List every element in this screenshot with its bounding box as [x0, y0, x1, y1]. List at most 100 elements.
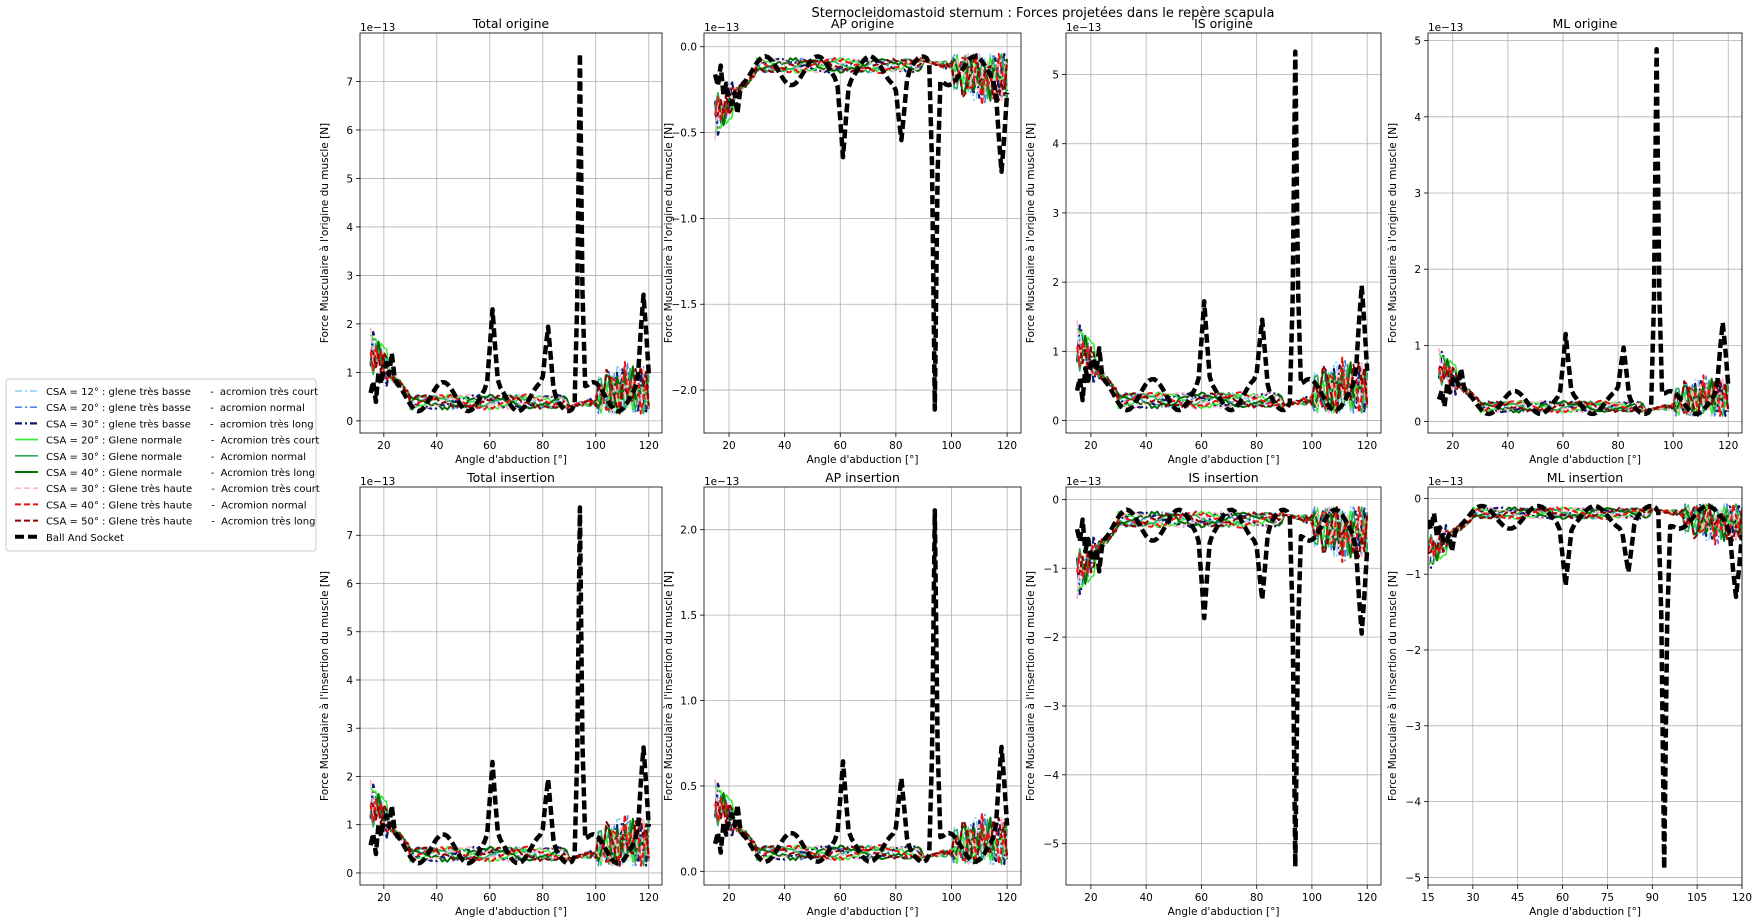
y-tick-label: 1.0 — [680, 696, 697, 708]
y-tick-label: 0 — [1414, 493, 1421, 505]
subplot-8: 15 30 45 60 75 90 105 120 0 −1 −2 −3 −4 −5 ML insertio… — [1387, 470, 1752, 918]
x-tick-label: 40 — [778, 440, 791, 452]
series-line-10 — [712, 508, 1010, 865]
y-tick-label: 7 — [346, 530, 353, 542]
y-tick-label: −4 — [1406, 797, 1422, 809]
legend-label: CSA = 20° : Glene normale - Acromion trè… — [46, 435, 319, 447]
x-tick-label: 80 — [889, 892, 902, 904]
y-scale-label: 1e−13 — [704, 476, 739, 488]
legend-entry: CSA = 12° : glene très basse - acromion … — [15, 386, 318, 398]
y-tick-label: 1 — [346, 367, 353, 379]
y-tick-label: 5 — [1052, 70, 1059, 82]
series-line-1 — [1076, 335, 1368, 414]
y-scale-label: 1e−13 — [1066, 476, 1101, 488]
series-line-7 — [1438, 348, 1729, 417]
x-tick-label: 75 — [1601, 892, 1614, 904]
x-tick-label: 60 — [1195, 892, 1208, 904]
x-tick-label: 120 — [639, 440, 659, 452]
x-tick-label: 100 — [586, 440, 606, 452]
y-tick-label: −2 — [1406, 645, 1421, 657]
legend-entry: CSA = 30° : Glene très haute - Acromion … — [15, 483, 320, 495]
legend-entry: CSA = 40° : Glene très haute - Acromion … — [15, 499, 307, 511]
y-tick-label: −1 — [1406, 569, 1421, 581]
x-tick-label: 20 — [722, 892, 735, 904]
series-line-10 — [1428, 503, 1742, 872]
y-tick-label: 4 — [346, 675, 353, 687]
y-axis-label: Force Musculaire à l'insertion du muscle… — [1025, 571, 1037, 801]
series-line-9 — [1076, 344, 1369, 414]
series-group — [1074, 49, 1370, 414]
y-tick-label: 3 — [346, 723, 353, 735]
legend-frame — [5, 378, 317, 552]
legend-label: CSA = 40° : Glene très haute - Acromion … — [46, 499, 307, 511]
subplot-1: 20 40 60 80 100 120 0 1 2 3 4 5 6 7 Total origine 1e−13… — [319, 16, 663, 466]
y-axis-label: Force Musculaire à l'insertion du muscle… — [663, 571, 675, 801]
series-line-10 — [1436, 46, 1731, 417]
x-tick-label: 80 — [1250, 440, 1263, 452]
legend-entry: CSA = 50° : Glene très haute - Acromion … — [15, 516, 315, 528]
x-tick-label: 60 — [834, 440, 847, 452]
y-tick-label: 2 — [1414, 264, 1421, 276]
series-line-10 — [712, 54, 1010, 412]
series-line-10 — [1074, 49, 1370, 413]
x-tick-label: 40 — [1139, 892, 1152, 904]
legend: CSA = 12° : glene très basse - acromion … — [5, 378, 320, 552]
series-line-9 — [1438, 365, 1730, 417]
x-tick-label: 100 — [1302, 440, 1322, 452]
legend-entry: CSA = 30° : Glene normale - Acromion nor… — [15, 452, 306, 463]
x-axis-label: Angle d'abduction [°] — [455, 454, 567, 466]
x-tick-label: 100 — [941, 440, 961, 452]
y-tick-label: 6 — [346, 578, 353, 590]
x-tick-label: 40 — [1139, 440, 1152, 452]
series-group — [1428, 503, 1742, 872]
y-tick-label: −4 — [1044, 770, 1060, 782]
x-tick-label: 60 — [1556, 892, 1569, 904]
legend-label: CSA = 30° : Glene très haute - Acromion … — [46, 483, 320, 495]
x-tick-label: 40 — [1501, 440, 1514, 452]
y-scale-label: 1e−13 — [1428, 476, 1463, 488]
axes-frame — [1427, 486, 1743, 886]
x-axis-label: Angle d'abduction [°] — [1529, 906, 1641, 918]
x-tick-label: 30 — [1466, 892, 1479, 904]
axes-frame — [703, 486, 1022, 886]
x-tick-label: 120 — [997, 892, 1017, 904]
y-tick-label: 5 — [346, 627, 353, 639]
y-tick-label: 0 — [1414, 417, 1421, 429]
y-tick-label: 3 — [1052, 208, 1059, 220]
y-tick-label: 2 — [346, 771, 353, 783]
y-tick-label: −5 — [1044, 839, 1059, 851]
legend-entry: CSA = 40° : Glene normale - Acromion trè… — [15, 467, 315, 479]
x-tick-label: 60 — [834, 892, 847, 904]
y-tick-label: 0.0 — [680, 866, 697, 878]
y-scale-label: 1e−13 — [1066, 22, 1101, 34]
series-line-10 — [368, 505, 652, 866]
x-tick-label: 45 — [1511, 892, 1524, 904]
x-tick-label: 80 — [1611, 440, 1624, 452]
x-axis-label: Angle d'abduction [°] — [1168, 906, 1280, 918]
y-tick-label: 5 — [346, 173, 353, 185]
x-tick-label: 100 — [1302, 892, 1322, 904]
y-tick-label: 3 — [346, 270, 353, 282]
y-tick-label: 1 — [1414, 340, 1421, 352]
subplot-7: 20 40 60 80 100 120 0 −1 −2 −3 −4 −5 IS insertion 1e−… — [1025, 470, 1382, 918]
y-tick-label: 0 — [1052, 416, 1059, 428]
y-scale-label: 1e−13 — [360, 22, 395, 34]
x-axis-label: Angle d'abduction [°] — [1529, 454, 1641, 466]
y-tick-label: 1.5 — [680, 610, 697, 622]
y-tick-label: −3 — [1406, 721, 1421, 733]
x-tick-label: 40 — [430, 892, 443, 904]
axes-frame — [359, 486, 663, 886]
x-tick-label: 80 — [536, 892, 549, 904]
series-line-4 — [369, 334, 650, 415]
subplot-title: Total origine — [472, 16, 550, 31]
y-tick-label: −1.0 — [672, 213, 698, 225]
y-tick-label: −2 — [1044, 632, 1059, 644]
x-tick-label: 20 — [377, 440, 390, 452]
y-tick-label: −0.5 — [672, 128, 698, 140]
subplot-3: 20 40 60 80 100 120 0 1 2 3 4 5 IS origine 1e−13 Angle… — [1025, 16, 1382, 466]
axes-frame — [1065, 32, 1382, 434]
x-tick-label: 120 — [639, 892, 659, 904]
series-line-7 — [1428, 503, 1742, 572]
y-tick-label: 0.5 — [680, 781, 697, 793]
series-line-9 — [714, 52, 1009, 118]
